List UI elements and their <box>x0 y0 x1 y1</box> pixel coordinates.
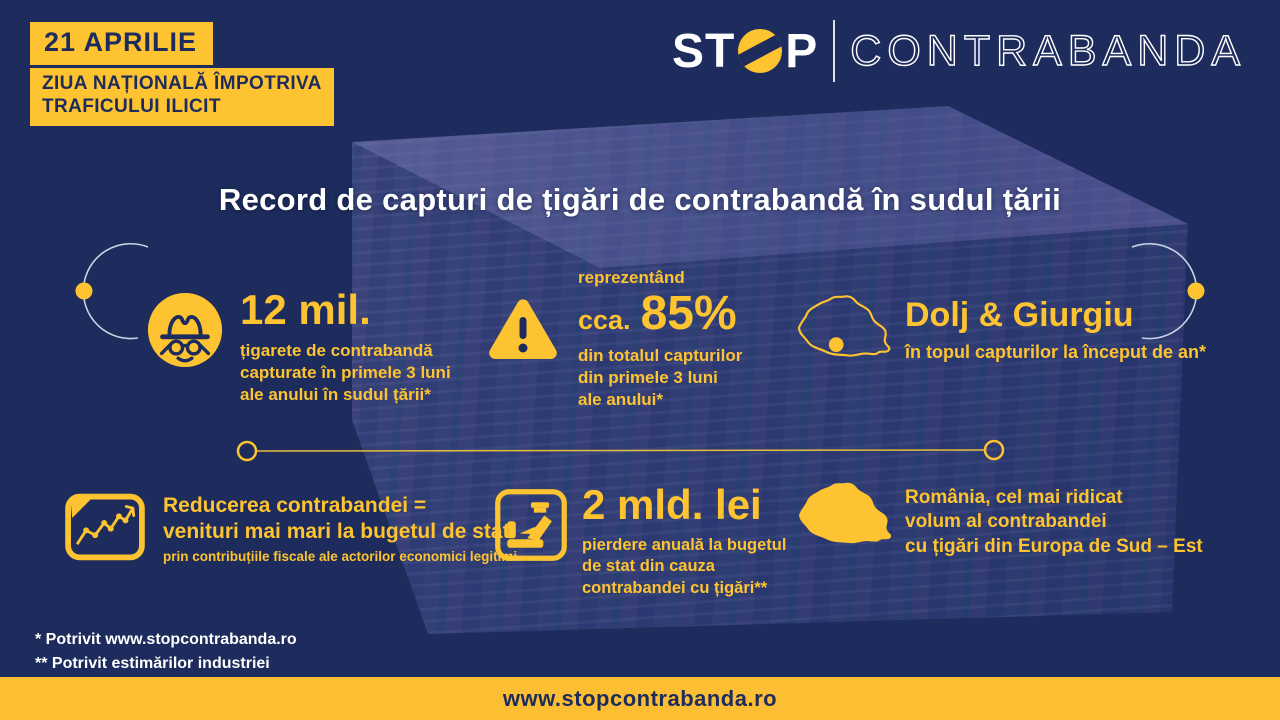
counties-desc: în topul capturilor la început de an* <box>905 342 1207 363</box>
footnotes: * Potrivit www.stopcontrabanda.ro ** Pot… <box>35 628 297 676</box>
footnote-1: * Potrivit www.stopcontrabanda.ro <box>35 631 297 648</box>
logo-separator <box>833 20 836 82</box>
footnote-2: ** Potrivit estimărilor industriei <box>35 655 270 672</box>
no-entry-sign-icon <box>738 29 783 73</box>
loss-desc-line1: pierdere anuală la bugetul <box>582 536 787 554</box>
volume-line3: cu țigări din Europa de Sud – Est <box>905 535 1203 557</box>
chart-up-icon <box>65 493 145 561</box>
reduction-line2: venituri mai mari la bugetul de stat <box>163 520 510 544</box>
percentage-desc-line1: din totalul capturilor <box>578 346 743 365</box>
stat-captures: 12 mil. țigarete de contrabandă capturat… <box>240 289 451 406</box>
footer-url: www.stopcontrabanda.ro <box>502 685 778 711</box>
stat-counties: Dolj & Giurgiu în topul capturilor la în… <box>905 296 1207 363</box>
reduction-line1: Reducerea contrabandei = <box>163 494 427 517</box>
loss-value: 2 mld. lei <box>582 481 762 528</box>
loss-desc: pierdere anuală la bugetul de stat din c… <box>582 535 786 599</box>
percentage-desc: din totalul capturilor din primele 3 lun… <box>578 345 742 411</box>
badge-line2: TRAFICULUI ILICIT <box>42 95 221 117</box>
reduction-small: prin contribuțiile fiscale ale actorilor… <box>163 548 518 564</box>
divider-left-ring <box>236 440 258 462</box>
captures-desc: țigarete de contrabandă capturate în pri… <box>240 340 451 406</box>
footer-url-bar: www.stopcontrabanda.ro <box>0 677 1280 720</box>
divider-line <box>256 449 985 452</box>
left-arc-decoration <box>82 242 149 340</box>
volume-line2: volum al contrabandei <box>905 511 1107 533</box>
logo-p-text: P <box>785 24 819 78</box>
percentage-value: 85% <box>640 287 737 340</box>
percentage-cca: cca. <box>578 305 631 335</box>
divider-right-ring <box>983 439 1005 461</box>
stop-contrabanda-logo: ST P CONTRABANDA <box>672 20 1246 82</box>
page-title: Record de capturi de țigări de contraban… <box>218 182 1062 217</box>
percentage-desc-line2: din primele 3 luni <box>578 368 718 388</box>
stat-loss: 2 mld. lei pierdere anuală la bugetul de… <box>582 484 786 599</box>
left-arc-dot <box>75 282 93 300</box>
captures-desc-line1: țigarete de contrabandă <box>240 341 433 360</box>
percentage-desc-line3: ale anului* <box>578 390 664 410</box>
badge-subtitle: ZIUA NAȚIONALĂ ÎMPOTRIVA TRAFICULUI ILIC… <box>30 68 334 126</box>
badge-date: 21 APRILIE <box>30 22 214 65</box>
captures-value: 12 mil. <box>240 286 371 333</box>
stat-reduction: Reducerea contrabandei = venituri mai ma… <box>163 493 517 564</box>
logo-name: CONTRABANDA <box>850 26 1246 75</box>
romania-map-filled-icon <box>799 482 892 544</box>
volume-line1: România, cel mai ridicat <box>905 487 1123 508</box>
customs-officer-icon <box>495 489 567 561</box>
loss-desc-line2: de stat din cauza <box>582 557 715 576</box>
loss-desc-line3: contrabandei cu țigări** <box>582 578 768 597</box>
badge-line1: ZIUA NAȚIONALĂ ÎMPOTRIVA <box>42 73 322 94</box>
stat-volume: România, cel mai ridicat volum al contra… <box>905 486 1203 559</box>
percentage-pre: reprezentând <box>578 268 685 287</box>
logo-st-text: ST <box>671 24 736 78</box>
romania-map-outline-icon <box>797 295 891 357</box>
smuggler-icon <box>147 292 223 368</box>
warning-icon <box>489 299 557 359</box>
counties-value: Dolj & Giurgiu <box>905 296 1134 334</box>
stat-percentage: reprezentând cca. 85% din totalul captur… <box>578 268 742 411</box>
stop-wordmark: ST P <box>672 24 818 79</box>
event-date-badge: 21 APRILIE ZIUA NAȚIONALĂ ÎMPOTRIVA TRAF… <box>30 22 334 126</box>
captures-desc-line2: capturate în primele 3 luni <box>240 363 451 383</box>
captures-desc-line3: ale anului în sudul țării* <box>240 385 431 405</box>
